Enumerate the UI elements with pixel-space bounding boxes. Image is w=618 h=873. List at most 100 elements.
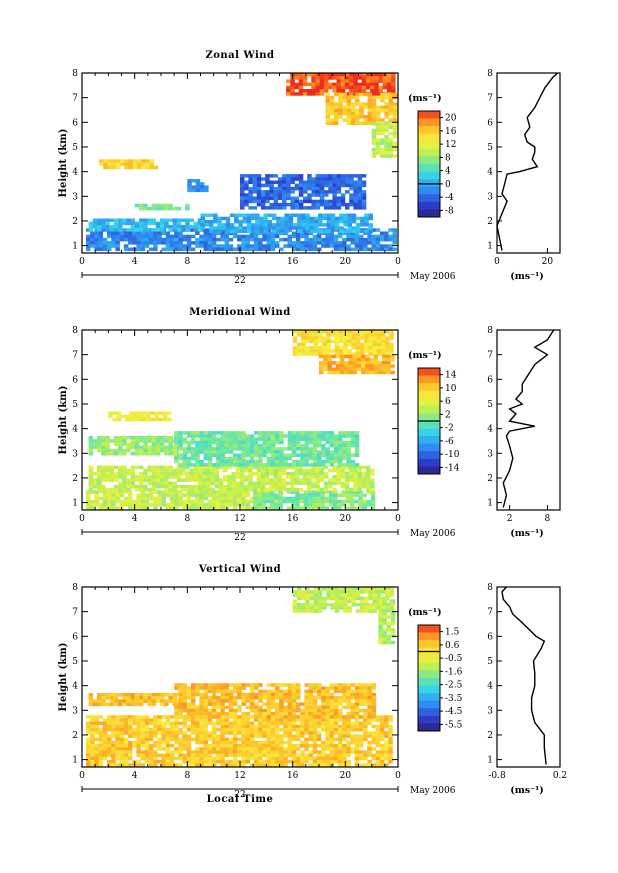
p0-cell (364, 223, 369, 227)
p2-cell (371, 734, 376, 738)
p0-cell (262, 231, 267, 235)
p2-cell (233, 715, 238, 719)
p2-cell (371, 763, 376, 767)
p1-cell (182, 503, 187, 507)
p1-cell (178, 456, 183, 461)
p1-cell (241, 503, 246, 507)
p2-cell (379, 756, 385, 761)
p1-cell (269, 478, 274, 482)
p0-cell (334, 108, 339, 113)
p1-cell (134, 475, 140, 479)
p0-cell (195, 237, 200, 242)
p0-cell (333, 234, 339, 239)
p2-cell (190, 750, 196, 754)
p1-cell (275, 434, 280, 438)
p2-cell (329, 715, 335, 719)
p2-cell (109, 702, 115, 707)
p2-cell (207, 715, 213, 719)
p1-cell (346, 443, 351, 448)
p0-cell (259, 223, 264, 227)
p1-cell (191, 463, 196, 467)
p2-cell (216, 747, 221, 751)
p2-cell (220, 734, 225, 738)
p2-cell (291, 689, 297, 694)
p2-cell (312, 696, 318, 700)
p2-cell (287, 696, 293, 700)
p2-cell (384, 750, 389, 754)
p0-cell (132, 241, 137, 245)
p0-cell (228, 247, 234, 251)
p1-cell (300, 453, 305, 457)
p0-cell (312, 247, 318, 251)
p1-cell (109, 439, 115, 443)
p0-cell (294, 177, 300, 181)
p2-cell (161, 760, 166, 764)
p1-cell (182, 437, 188, 441)
p2-cell (347, 593, 352, 597)
p2-cell (338, 599, 344, 604)
p2-cell (144, 753, 150, 758)
p2-cell (90, 737, 95, 742)
p1-cell (182, 440, 188, 445)
p1-cell (337, 499, 342, 504)
p1-cell (265, 490, 271, 494)
p1-cell (130, 439, 136, 443)
p1-cell (322, 349, 327, 353)
p0-cell (360, 223, 365, 227)
p1-cell (178, 490, 183, 494)
p2-cell (161, 715, 166, 719)
p0-cell (384, 151, 389, 155)
p0-cell (350, 241, 355, 245)
p2-cell (371, 712, 377, 716)
p2-cell (308, 712, 314, 716)
p0-cell (181, 218, 186, 222)
p1-cell (338, 459, 343, 464)
p0-cell (197, 221, 203, 226)
p1-cell (258, 447, 263, 451)
p0-cell (273, 190, 279, 194)
p0-colorbar-unit: (ms⁻¹) (408, 93, 442, 104)
p2-cell (101, 702, 106, 707)
p1-cell (158, 411, 164, 415)
p0-cell (347, 219, 352, 224)
p2-cell (195, 753, 200, 758)
p1-cell (322, 339, 327, 344)
p2-cell (155, 699, 161, 703)
p1-cell (273, 472, 278, 476)
p0-cell (375, 128, 381, 133)
p1-cell (361, 361, 366, 365)
p2-cell (86, 760, 91, 764)
p0-cell (122, 218, 127, 222)
p1-cell (231, 478, 236, 482)
p0-cell (353, 82, 358, 87)
p0-cell (332, 85, 337, 90)
p1-cell (186, 450, 192, 454)
p2-cell (136, 747, 141, 751)
p2-cell (291, 699, 297, 703)
p1-colorbar-segment (418, 436, 440, 445)
p1-cell (295, 499, 300, 504)
p1-cell (260, 481, 266, 486)
p1-cell (323, 488, 329, 492)
p2-cell (274, 728, 280, 732)
p2-cell (329, 686, 335, 690)
p1-cell (186, 456, 192, 461)
p0-cell (90, 237, 95, 242)
p0-cell (174, 237, 179, 242)
p2-cell (128, 728, 133, 732)
p2-cell (186, 718, 192, 722)
p2-cell (317, 715, 322, 719)
p1-cell (233, 434, 238, 438)
p0-cell (244, 199, 249, 204)
p1-cell (164, 448, 169, 453)
p1-cell (328, 496, 334, 501)
p2-cell (199, 696, 204, 700)
p1-xtick-label: 12 (234, 514, 245, 524)
p0-cell (287, 228, 292, 232)
p2-cell (237, 718, 242, 722)
p2-cell (157, 753, 162, 758)
p1-cell (322, 352, 327, 356)
p1-cell (98, 490, 104, 494)
p2-cell (207, 721, 213, 726)
p0-cell (145, 159, 150, 163)
